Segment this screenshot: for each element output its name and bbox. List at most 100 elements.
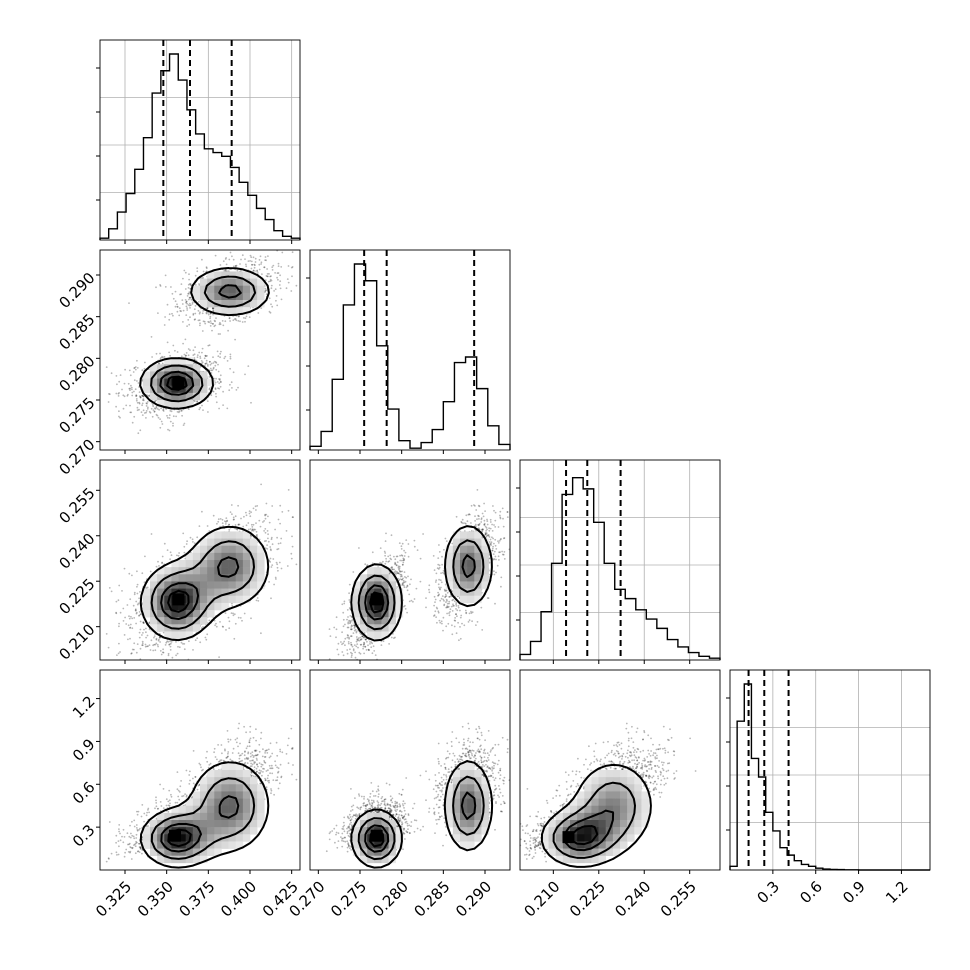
sample-point (249, 515, 252, 518)
sample-point (218, 379, 221, 381)
sample-point (202, 277, 205, 279)
density-cell (200, 567, 208, 575)
sample-point (216, 381, 219, 383)
sample-point (133, 593, 136, 596)
sample-point (295, 563, 298, 566)
sample-point (171, 656, 174, 659)
density-cell (235, 545, 244, 554)
sample-point (279, 280, 282, 283)
density-cell (228, 545, 237, 554)
sample-point (118, 392, 120, 394)
sample-point (118, 410, 120, 413)
density-cell (235, 552, 244, 561)
sample-point (255, 530, 258, 533)
sample-point (213, 325, 216, 328)
sample-point (232, 614, 235, 617)
sample-point (230, 381, 233, 384)
sample-point (231, 255, 233, 258)
sample-point (164, 274, 167, 277)
sample-point (249, 260, 252, 262)
sample-point (267, 537, 269, 540)
density-cell (235, 531, 244, 539)
sample-point (135, 611, 138, 614)
sample-point (122, 407, 125, 410)
sample-point (209, 325, 212, 327)
density-cell (242, 552, 251, 561)
sample-point (219, 264, 222, 266)
sample-point (258, 259, 261, 261)
sample-point (276, 563, 279, 566)
sample-point (118, 642, 120, 645)
sample-point (136, 592, 139, 595)
sample-point (141, 414, 144, 416)
sample-point (222, 390, 225, 393)
sample-point (193, 357, 196, 359)
sample-point (268, 521, 271, 524)
sample-point (202, 320, 205, 323)
sample-point (214, 381, 217, 384)
sample-point (196, 400, 199, 403)
sample-point (185, 354, 188, 357)
sample-point (244, 317, 247, 320)
sample-point (227, 329, 230, 332)
sample-point (201, 258, 203, 261)
density-cell (242, 292, 251, 301)
sample-point (206, 525, 209, 527)
sample-point (228, 523, 231, 526)
sample-point (208, 376, 211, 378)
sample-point (171, 292, 174, 295)
sample-point (133, 379, 136, 382)
sample-point (199, 357, 202, 359)
sample-point (263, 266, 265, 269)
sample-point (209, 312, 212, 315)
sample-point (255, 599, 258, 602)
sample-point (277, 278, 279, 281)
sample-point (168, 351, 171, 354)
sample-point (240, 258, 242, 261)
sample-point (278, 561, 281, 564)
sample-point (145, 636, 148, 639)
sample-point (182, 321, 184, 323)
sample-point (126, 604, 129, 606)
sample-point (139, 613, 142, 616)
sample-point (155, 406, 158, 409)
sample-point (271, 505, 274, 507)
sample-point (214, 387, 217, 390)
sample-point (267, 275, 269, 278)
sample-point (127, 393, 129, 396)
sample-point (130, 615, 132, 618)
sample-point (159, 650, 162, 652)
sample-point (188, 304, 191, 307)
sample-point (207, 411, 209, 413)
sample-point (175, 415, 178, 418)
sample-point (196, 637, 199, 640)
sample-point (255, 509, 257, 511)
sample-point (198, 283, 200, 285)
sample-point (145, 417, 147, 419)
sample-point (279, 504, 282, 507)
sample-point (290, 557, 293, 560)
sample-point (153, 635, 156, 637)
density-cell (221, 560, 229, 568)
sample-point (142, 399, 144, 401)
sample-point (261, 273, 263, 275)
sample-point (169, 640, 171, 643)
sample-point (252, 256, 255, 259)
sample-point (182, 424, 185, 426)
sample-point (153, 410, 156, 413)
sample-point (141, 644, 144, 647)
sample-point (175, 641, 177, 643)
sample-point (212, 309, 215, 312)
sample-point (291, 535, 293, 538)
sample-point (215, 368, 218, 371)
sample-point (273, 583, 275, 586)
sample-point (149, 411, 152, 414)
sample-point (189, 304, 192, 306)
sample-point (159, 418, 162, 420)
sample-point (146, 408, 149, 410)
sample-point (268, 581, 270, 583)
sample-point (163, 542, 166, 545)
sample-point (162, 408, 165, 410)
sample-point (169, 645, 172, 648)
sample-point (212, 367, 215, 370)
